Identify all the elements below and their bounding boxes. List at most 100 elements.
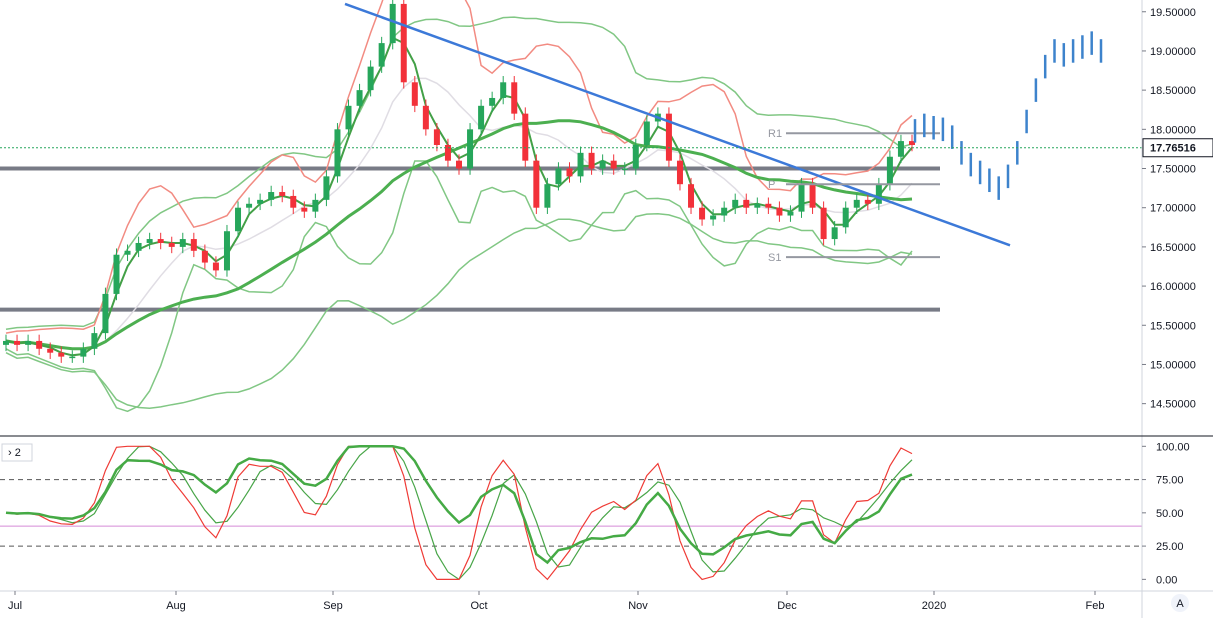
candle-body [444,145,451,161]
candle-body [433,129,440,145]
pivot-label: S1 [768,252,781,264]
candle-body [831,227,838,240]
candle-body [721,207,728,216]
price-tick-label: 17.50000 [1150,164,1196,176]
candle-body [820,207,827,240]
price-tick-label: 18.00000 [1150,124,1196,136]
oscillator-pane-label-box [1,443,33,462]
candle-body [787,211,794,216]
candle-body [389,3,396,44]
candle-body [3,340,9,345]
time-tick-label: Jul [8,600,22,612]
osc-tick-label: 50.00 [1156,508,1184,520]
candle-body [235,207,242,232]
osc-tick-label: 25.00 [1156,541,1184,553]
price-tick-label: 19.50000 [1150,7,1196,19]
band-basis-line [5,77,913,350]
candle-body [875,184,882,204]
candle-body [853,199,860,208]
candle-body [80,348,87,357]
time-tick-label: Aug [166,600,186,612]
candle-body [456,160,462,169]
candle-body [478,105,485,130]
candle-body [157,239,164,243]
candle-body [533,160,540,208]
candle-body [710,215,717,220]
candle-body [279,192,286,196]
candle-body [91,333,98,349]
price-tick-label: 17.00000 [1150,203,1196,215]
candle-body [864,199,871,204]
time-tick-label: Dec [777,600,797,612]
candle-body [58,352,65,357]
candle-body [588,152,595,169]
candle-body [776,207,783,216]
candle-body [301,207,308,212]
candle-body [676,160,683,185]
candle-body [334,129,341,177]
oscillator-pane-label: › 2 [8,447,21,459]
candle-body [909,141,915,145]
inner-lower-band [5,160,913,413]
candle-body [246,203,253,208]
candle-body [36,340,43,349]
candle-body [688,184,695,208]
candle-body [522,113,529,161]
price-tick-label: 16.00000 [1150,281,1196,293]
osc-tick-label: 75.00 [1156,475,1184,487]
auto-scale-button[interactable] [1171,594,1189,612]
candle-body [798,184,805,212]
time-tick-label: 2020 [922,600,946,612]
candle-body [14,340,21,345]
outer-upper-band [5,16,913,330]
candle-body [809,184,816,208]
candle-body [367,66,374,91]
candle-body [146,239,153,243]
last-price-tag-label: 17.76516 [1150,143,1196,155]
candle-body [467,129,474,169]
stochastic-d-line [5,445,913,581]
candle-body [765,203,772,208]
price-tick-label: 14.50000 [1150,399,1196,411]
candle-body [168,242,175,247]
price-tick-label: 19.00000 [1150,46,1196,58]
osc-tick-label: 100.00 [1156,441,1190,453]
time-tick-label: Feb [1086,600,1105,612]
candle-body [323,176,330,200]
candle-body [400,3,407,83]
candle-body [544,184,551,208]
candle-body [113,254,120,294]
momentum-line [5,445,913,565]
outer-lower-band [5,212,913,409]
candle-body [290,195,297,208]
pivot-label: P [768,179,775,191]
candle-body [102,293,109,334]
osc-tick-label: 0.00 [1156,574,1177,586]
auto-scale-button-label: A [1176,598,1184,610]
time-tick-label: Nov [628,600,648,612]
price-pane: R1 P S1 [0,0,1142,413]
candle-body [599,160,606,169]
last-price-tag [1142,138,1213,158]
candle-body [179,239,186,247]
time-tick-label: Sep [323,600,343,612]
candle-body [223,231,230,271]
candle-body [610,160,617,169]
price-tick-label: 15.50000 [1150,320,1196,332]
candle-body [422,105,429,130]
candle-body [743,199,750,208]
candle-body [643,121,650,145]
candle-body [621,168,628,171]
candle-body [886,156,893,185]
candle-body [577,152,584,177]
candle-body [500,82,507,98]
candle-body [842,207,849,228]
candle-body [25,340,32,345]
candle-body [312,199,319,212]
candle-body [411,82,418,106]
candle-body [555,168,562,185]
descending-trendline [344,2,1011,247]
